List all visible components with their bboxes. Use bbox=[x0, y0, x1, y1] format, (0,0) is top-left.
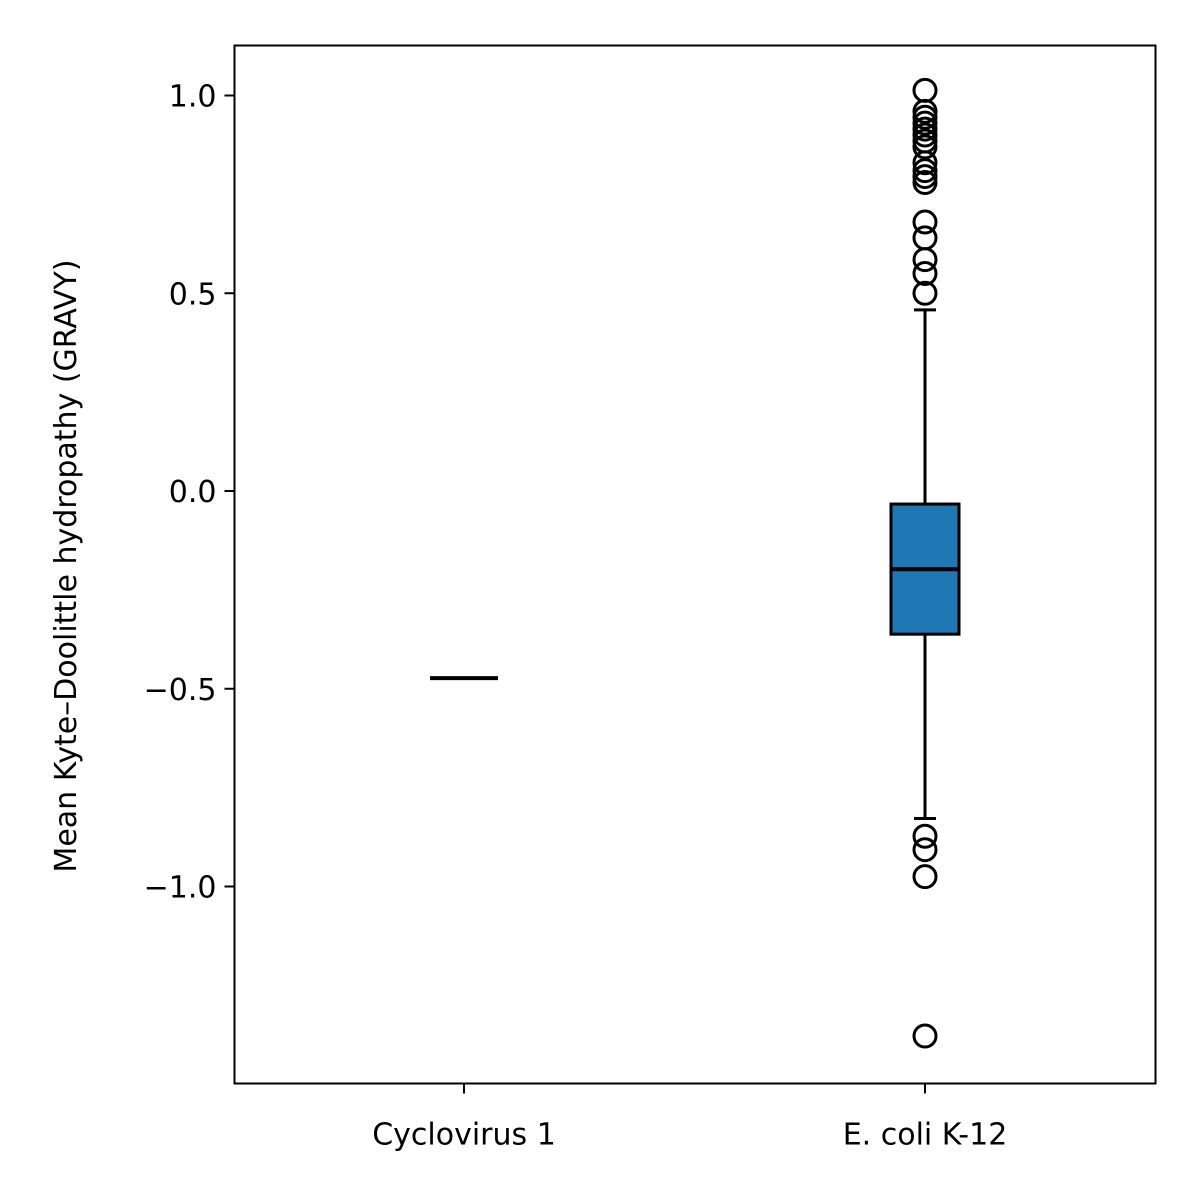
y-tick-label: 0.0 bbox=[169, 475, 217, 510]
outlier-point bbox=[912, 1023, 938, 1049]
outlier-point bbox=[912, 247, 938, 273]
x-tick-label: E. coli K-12 bbox=[843, 1118, 1008, 1153]
outlier-point bbox=[912, 280, 938, 306]
outlier-point bbox=[912, 134, 938, 160]
y-tick-label: −0.5 bbox=[144, 673, 217, 708]
outlier-point bbox=[912, 150, 938, 176]
plot-frame bbox=[233, 44, 1157, 1085]
outlier-point bbox=[912, 837, 938, 863]
outlier-point bbox=[912, 209, 938, 235]
y-tick-label: 1.0 bbox=[169, 80, 217, 115]
outlier-point bbox=[912, 170, 938, 196]
outlier-point bbox=[912, 260, 938, 286]
box-group-1 bbox=[889, 77, 961, 1049]
x-axis: Cyclovirus 1 E. coli K-12 bbox=[372, 1083, 1008, 1153]
outlier-point bbox=[912, 864, 938, 890]
x-tick-label: Cyclovirus 1 bbox=[372, 1118, 556, 1153]
y-axis-label: Mean Kyte–Doolittle hydropathy (GRAVY) bbox=[49, 259, 84, 872]
plot-marks bbox=[430, 77, 961, 1049]
y-tick-label: −1.0 bbox=[144, 871, 217, 906]
y-tick-label: 0.5 bbox=[169, 277, 217, 312]
y-axis: 1.0 0.5 0.0 −0.5 −1.0 bbox=[144, 80, 235, 906]
outlier-point bbox=[912, 823, 938, 849]
